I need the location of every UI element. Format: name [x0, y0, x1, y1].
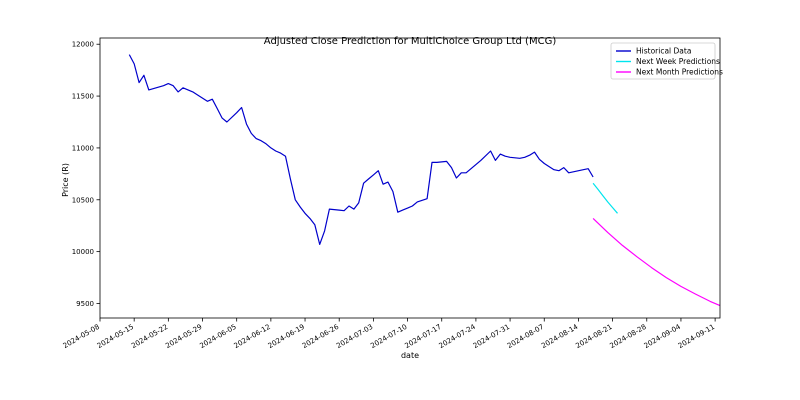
y-axis-label: Price (R)	[61, 163, 70, 197]
x-tick-label-0: 2024-05-08	[62, 323, 101, 350]
y-tick-label-3: 11000	[72, 144, 94, 152]
x-tick-label-15: 2024-08-21	[574, 323, 613, 350]
series-line-1	[592, 182, 618, 214]
x-tick-label-3: 2024-05-29	[164, 323, 203, 350]
x-tick-label-4: 2024-06-05	[198, 323, 237, 350]
y-tick-label-0: 9500	[76, 300, 94, 308]
plot-area	[128, 54, 721, 307]
x-tick-label-10: 2024-07-17	[403, 323, 442, 350]
legend-label-2: Next Month Predictions	[636, 68, 723, 77]
x-tick-label-16: 2024-08-28	[609, 323, 648, 350]
plot-frame	[99, 37, 721, 319]
legend-label-1: Next Week Predictions	[636, 57, 720, 66]
chart-title: Adjusted Close Prediction for MultiChoic…	[264, 36, 557, 47]
x-axis: 2024-05-082024-05-152024-05-222024-05-29…	[62, 318, 716, 350]
x-tick-label-2: 2024-05-22	[130, 323, 169, 350]
series-line-0	[128, 54, 594, 245]
x-tick-label-7: 2024-06-26	[301, 323, 341, 351]
x-tick-label-17: 2024-09-04	[643, 323, 683, 351]
x-tick-label-9: 2024-07-10	[369, 323, 408, 350]
y-tick-label-2: 10500	[72, 196, 94, 204]
x-tick-label-1: 2024-05-15	[96, 323, 135, 350]
legend-label-0: Historical Data	[636, 47, 691, 56]
x-tick-label-12: 2024-07-31	[472, 323, 511, 350]
x-tick-label-14: 2024-08-14	[540, 323, 580, 351]
x-tick-label-13: 2024-08-07	[506, 323, 545, 350]
y-tick-label-1: 10000	[72, 248, 94, 256]
x-tick-label-11: 2024-07-24	[438, 323, 478, 351]
y-tick-label-5: 12000	[72, 41, 94, 49]
x-tick-label-18: 2024-09-11	[677, 323, 716, 350]
legend-box	[610, 42, 716, 80]
x-tick-label-8: 2024-07-03	[335, 323, 374, 350]
y-tick-label-4: 11500	[72, 93, 94, 101]
x-tick-label-5: 2024-06-12	[233, 323, 272, 350]
y-axis: 9500 10000 10500 11000 11500 12000	[72, 41, 100, 308]
x-tick-label-6: 2024-06-19	[267, 323, 306, 350]
x-axis-label: date	[401, 351, 419, 360]
series-line-2	[592, 217, 721, 307]
